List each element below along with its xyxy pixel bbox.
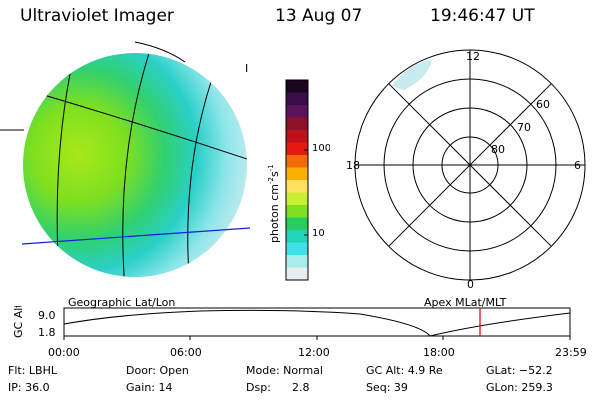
- filter-status: Flt: LBHL: [8, 364, 57, 377]
- terminator-line: [21, 227, 251, 245]
- mlt-label-0: 0: [467, 278, 474, 291]
- image-caption: Geographic Lat/Lon: [68, 296, 176, 309]
- polar-aurora-patch: [392, 60, 432, 90]
- colorbar-tick-100: 100: [312, 143, 330, 154]
- time-tick-1800: 18:00: [423, 346, 455, 359]
- colorbar-cell: [286, 167, 308, 181]
- colorbar-cell: [286, 230, 308, 243]
- colorbar-tick-10: 10: [312, 228, 325, 239]
- colorbar-cell: [286, 92, 308, 106]
- time-tick-0000: 00:00: [48, 346, 80, 359]
- ip-status: IP: 36.0: [8, 381, 50, 394]
- door-status: Door: Open: [126, 364, 189, 377]
- colorbar-cell: [286, 242, 308, 256]
- colorbar-cell: [286, 180, 308, 193]
- dsp-label: Dsp:: [246, 381, 271, 394]
- gain-status: Gain: 14: [126, 381, 173, 394]
- time-tick-0600: 06:00: [170, 346, 202, 359]
- mlt-label-12: 12: [466, 50, 480, 63]
- colorbar-cell: [286, 155, 308, 168]
- mlt-label-6: 6: [574, 159, 581, 172]
- time-tick-2359: 23:59: [555, 346, 587, 359]
- dsp-value: 2.8: [292, 381, 310, 394]
- time-tick-1200: 12:00: [298, 346, 330, 359]
- colorbar: 100 10 photon cm-2s-1: [267, 79, 330, 281]
- edge-mark: I: [245, 62, 248, 75]
- gc-alt-status: GC Alt: 4.9 Re: [366, 364, 443, 377]
- glon-status: GLon: 259.3: [486, 381, 553, 394]
- mlt-label-18: 18: [346, 159, 360, 172]
- instrument-title: Ultraviolet Imager: [20, 6, 174, 26]
- colorbar-cell: [286, 105, 308, 118]
- altitude-curve: [63, 309, 571, 337]
- colorbar-cells: [286, 80, 308, 281]
- polar-caption: Apex MLat/MLT: [424, 296, 507, 309]
- colorbar-cell: [286, 267, 308, 281]
- colorbar-cell: [286, 117, 308, 131]
- alt-axis-label: GC Alt: [12, 306, 25, 338]
- time-label: 19:46:47 UT: [430, 6, 535, 26]
- colorbar-cell: [286, 255, 308, 268]
- seq-status: Seq: 39: [366, 381, 408, 394]
- colorbar-cell: [286, 130, 308, 143]
- colorbar-cell: [286, 205, 308, 218]
- lat-label-70: 70: [517, 121, 531, 134]
- lat-label-60: 60: [536, 98, 550, 111]
- image-disk: [23, 53, 247, 277]
- colorbar-cell: [286, 217, 308, 231]
- polar-plot: 12 6 0 18 60 70 80: [346, 49, 586, 291]
- date-label: 13 Aug 07: [275, 6, 363, 26]
- colorbar-cell: [286, 142, 308, 156]
- colorbar-cell: [286, 80, 308, 93]
- alt-tick-9: 9.0: [38, 309, 56, 322]
- glat-status: GLat: −52.2: [486, 364, 553, 377]
- alt-tick-1.8: 1.8: [38, 326, 56, 339]
- orbit-altitude-plot: 9.0 1.8 GC Alt 00:00 06:00 12:00 18:00 2…: [12, 306, 587, 359]
- lat-label-80: 80: [491, 143, 505, 156]
- auroral-image: I: [0, 41, 251, 277]
- svg-text:photon cm-2s-1: photon cm-2s-1: [267, 164, 281, 243]
- colorbar-label: photon cm-2s-1: [267, 164, 281, 243]
- mode-status: Mode: Normal: [246, 364, 323, 377]
- colorbar-cell: [286, 192, 308, 206]
